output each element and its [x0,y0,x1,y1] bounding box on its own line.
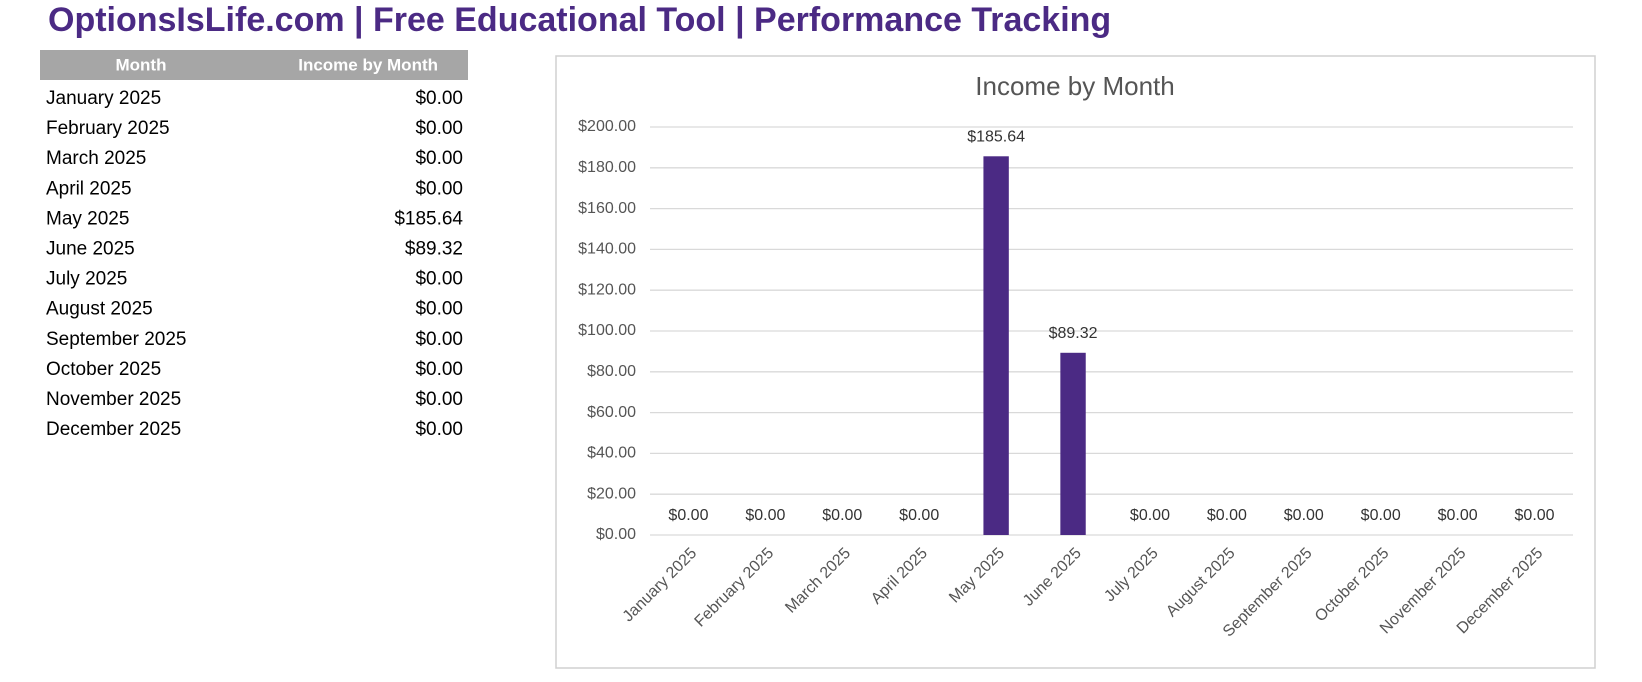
table-cell: $0.00 [415,389,463,410]
table-cell: $0.00 [415,88,463,109]
data-label: $0.00 [1515,507,1555,524]
data-label: $89.32 [1049,325,1098,342]
data-label: $0.00 [668,507,708,524]
data-label: $0.00 [1438,507,1478,524]
table-cell: $0.00 [415,359,463,380]
y-tick-label: $40.00 [587,445,636,462]
table-cell: March 2025 [46,148,146,169]
table-cell: $0.00 [415,269,463,290]
table-cell: October 2025 [46,359,161,380]
table-header: Income by Month [298,55,438,74]
table-cell: $89.32 [405,239,463,260]
table-cell: June 2025 [46,239,135,260]
table-cell: July 2025 [46,269,127,290]
table-cell: $0.00 [415,118,463,139]
table-cell: January 2025 [46,88,161,109]
data-label: $0.00 [1284,507,1324,524]
table-cell: May 2025 [46,208,129,229]
table-cell: September 2025 [46,329,187,350]
table-cell: $0.00 [415,178,463,199]
data-label: $0.00 [1361,507,1401,524]
y-tick-label: $60.00 [587,404,636,421]
chart-title: Income by Month [975,71,1174,101]
data-label: $0.00 [899,507,939,524]
table-cell: August 2025 [46,299,153,320]
y-tick-label: $120.00 [578,281,636,298]
bar [983,156,1009,535]
y-tick-label: $0.00 [596,526,636,543]
y-tick-label: $160.00 [578,200,636,217]
table-cell: $0.00 [415,419,463,440]
y-tick-label: $140.00 [578,241,636,258]
data-label: $0.00 [822,507,862,524]
y-tick-label: $180.00 [578,159,636,176]
y-tick-label: $20.00 [587,485,636,502]
table-header-bg [40,50,468,80]
page-title: OptionsIsLife.com | Free Educational Too… [48,1,1111,39]
y-tick-label: $200.00 [578,118,636,135]
table-cell: $0.00 [415,148,463,169]
bar [1060,352,1086,535]
data-label: $0.00 [745,507,785,524]
table-cell: $185.64 [394,208,463,229]
data-label: $0.00 [1130,507,1170,524]
table-cell: February 2025 [46,118,170,139]
table-cell: $0.00 [415,329,463,350]
table-cell: December 2025 [46,419,181,440]
data-label: $185.64 [967,129,1025,146]
data-label: $0.00 [1207,507,1247,524]
y-tick-label: $100.00 [578,322,636,339]
table-cell: $0.00 [415,299,463,320]
table-cell: April 2025 [46,178,132,199]
y-tick-label: $80.00 [587,363,636,380]
table-cell: November 2025 [46,389,181,410]
table-header: Month [116,55,167,74]
